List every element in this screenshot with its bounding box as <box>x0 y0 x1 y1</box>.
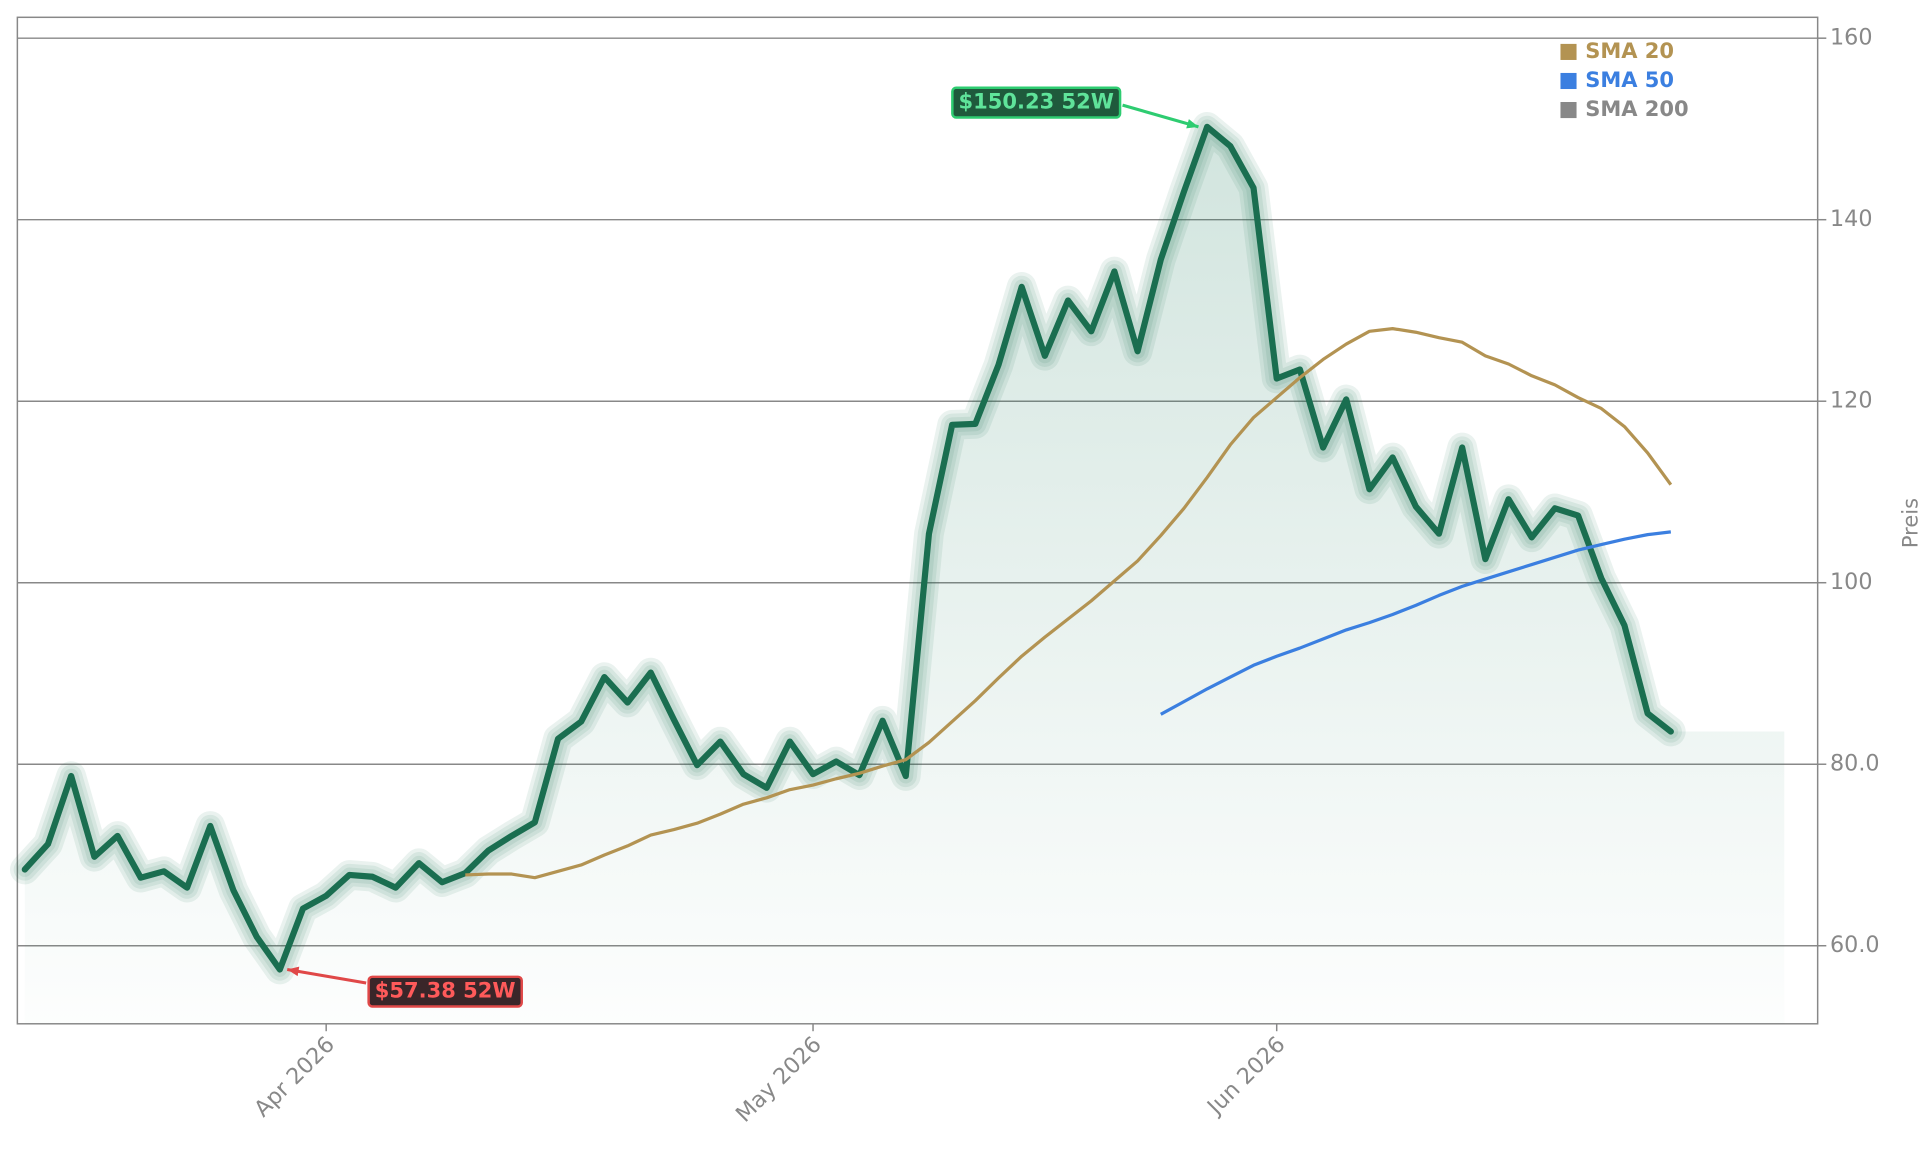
sma-line <box>465 326 1673 880</box>
x-tick-label: May 2026 <box>731 1032 827 1128</box>
legend-swatch <box>1560 43 1577 60</box>
annotation-label: $150.23 52W <box>959 89 1114 114</box>
y-tick-label: 120 <box>1830 388 1872 414</box>
y-tick-label: 100 <box>1830 569 1872 595</box>
price-area <box>24 126 1785 1024</box>
legend-label: SMA 50 <box>1585 67 1674 92</box>
annotation: $150.23 52W <box>951 86 1199 129</box>
y-tick-label: 80.0 <box>1830 751 1880 777</box>
sma-line <box>1160 530 1672 716</box>
legend-label: SMA 200 <box>1585 96 1688 121</box>
annotation-arrow <box>286 967 367 985</box>
x-tick-label: Jun 2026 <box>1201 1032 1290 1121</box>
legend-swatch <box>1560 72 1577 90</box>
y-tick-label: 60.0 <box>1830 932 1880 958</box>
annotation-arrow <box>1122 103 1199 129</box>
x-tick-label: Apr 2026 <box>249 1032 340 1123</box>
annotation-label: $57.38 52W <box>375 978 516 1003</box>
legend-label: SMA 20 <box>1585 38 1674 63</box>
price-line <box>21 123 1674 973</box>
annotation: $57.38 52W <box>286 966 523 1008</box>
legend-swatch <box>1560 102 1577 119</box>
arrow-head <box>287 966 300 977</box>
y-tick-label: 140 <box>1830 206 1872 232</box>
annotation-box <box>367 975 523 1008</box>
y-axis-label: Preis <box>1898 498 1923 548</box>
annotation-box <box>951 86 1122 119</box>
y-tick-label: 160 <box>1830 25 1872 51</box>
arrow-head <box>1186 119 1199 129</box>
